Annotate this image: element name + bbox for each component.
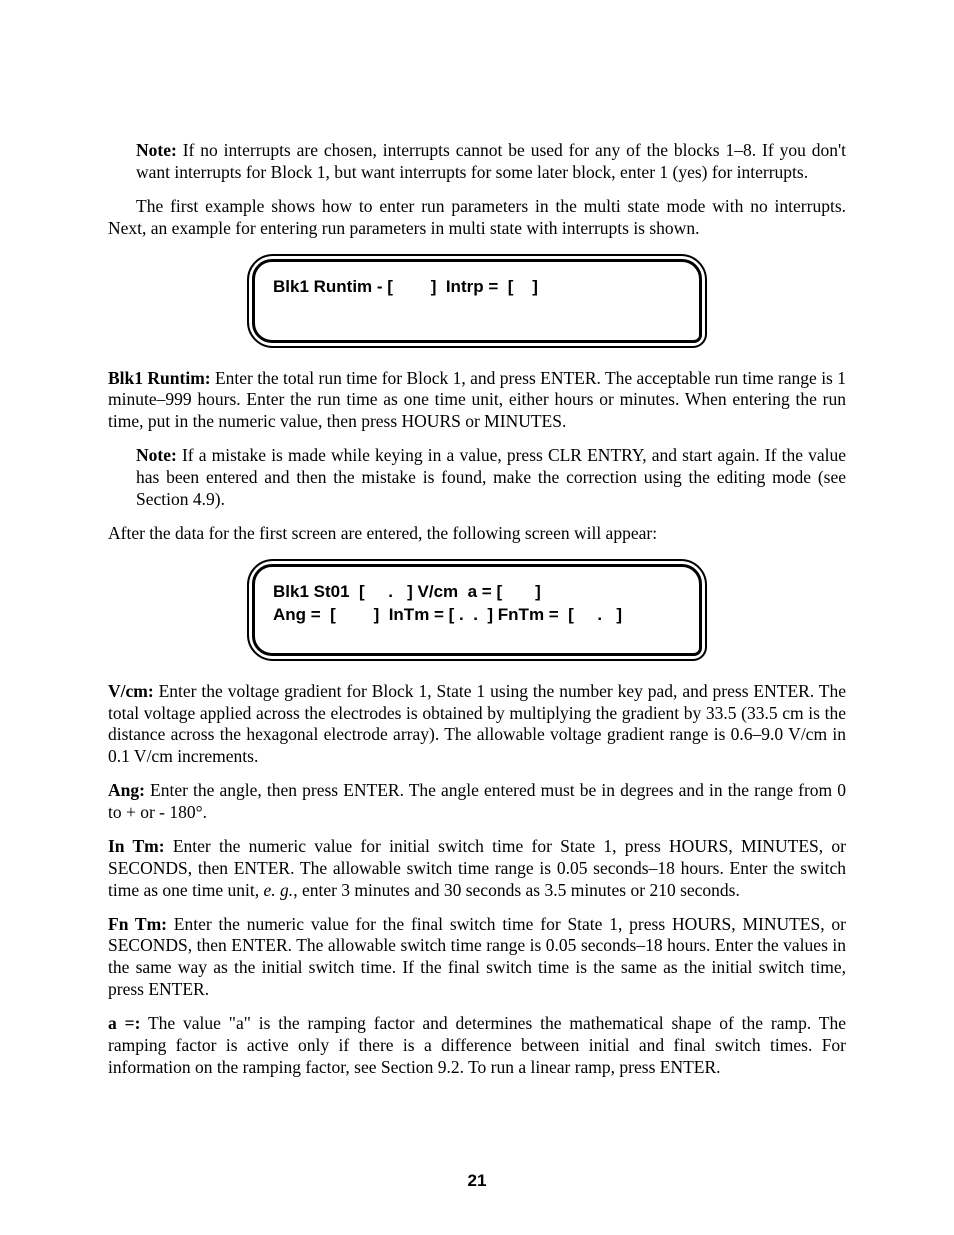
aeq-text: The value "a" is the ramping factor and … [108, 1013, 846, 1077]
lcd-2-content: Blk1 St01 [ . ] V/cm a = [ ] Ang = [ ] I… [252, 564, 702, 656]
page-number: 21 [0, 1170, 954, 1191]
lcd-1-content: Blk1 Runtim - [ ] Intrp = [ ] [252, 259, 702, 343]
intm-paragraph: In Tm: Enter the numeric value for initi… [108, 836, 846, 902]
fntm-label: Fn Tm: [108, 914, 167, 934]
note-block-1: Note: If no interrupts are chosen, inter… [108, 140, 846, 184]
manual-page: Note: If no interrupts are chosen, inter… [0, 0, 954, 1235]
note-2: Note: If a mistake is made while keying … [136, 445, 846, 511]
vcm-text: Enter the voltage gradient for Block 1, … [108, 681, 846, 767]
note-1: Note: If no interrupts are chosen, inter… [136, 140, 846, 184]
fntm-text: Enter the numeric value for the final sw… [108, 914, 846, 1000]
lcd-display-2: Blk1 St01 [ . ] V/cm a = [ ] Ang = [ ] I… [247, 559, 707, 661]
aeq-paragraph: a =: The value "a" is the ramping factor… [108, 1013, 846, 1079]
note-1-text: If no interrupts are chosen, interrupts … [136, 140, 846, 182]
runtim-label: Blk1 Runtim: [108, 368, 211, 388]
ang-text: Enter the angle, then press ENTER. The a… [108, 780, 846, 822]
vcm-paragraph: V/cm: Enter the voltage gradient for Blo… [108, 681, 846, 769]
intm-eg: e. g. [264, 880, 294, 900]
aeq-label: a =: [108, 1013, 140, 1033]
intm-label: In Tm: [108, 836, 165, 856]
intm-text-b: , enter 3 minutes and 30 seconds as 3.5 … [293, 880, 740, 900]
note-1-label: Note: [136, 140, 177, 160]
note-2-label: Note: [136, 445, 177, 465]
lcd-display-1: Blk1 Runtim - [ ] Intrp = [ ] [247, 254, 707, 348]
ang-paragraph: Ang: Enter the angle, then press ENTER. … [108, 780, 846, 824]
note-block-2: Note: If a mistake is made while keying … [108, 445, 846, 511]
runtim-paragraph: Blk1 Runtim: Enter the total run time fo… [108, 368, 846, 434]
runtim-text: Enter the total run time for Block 1, an… [108, 368, 846, 432]
intro-paragraph: The first example shows how to enter run… [108, 196, 846, 240]
note-2-text: If a mistake is made while keying in a v… [136, 445, 846, 509]
ang-label: Ang: [108, 780, 145, 800]
vcm-label: V/cm: [108, 681, 154, 701]
fntm-paragraph: Fn Tm: Enter the numeric value for the f… [108, 914, 846, 1002]
after-data-paragraph: After the data for the first screen are … [108, 523, 846, 545]
